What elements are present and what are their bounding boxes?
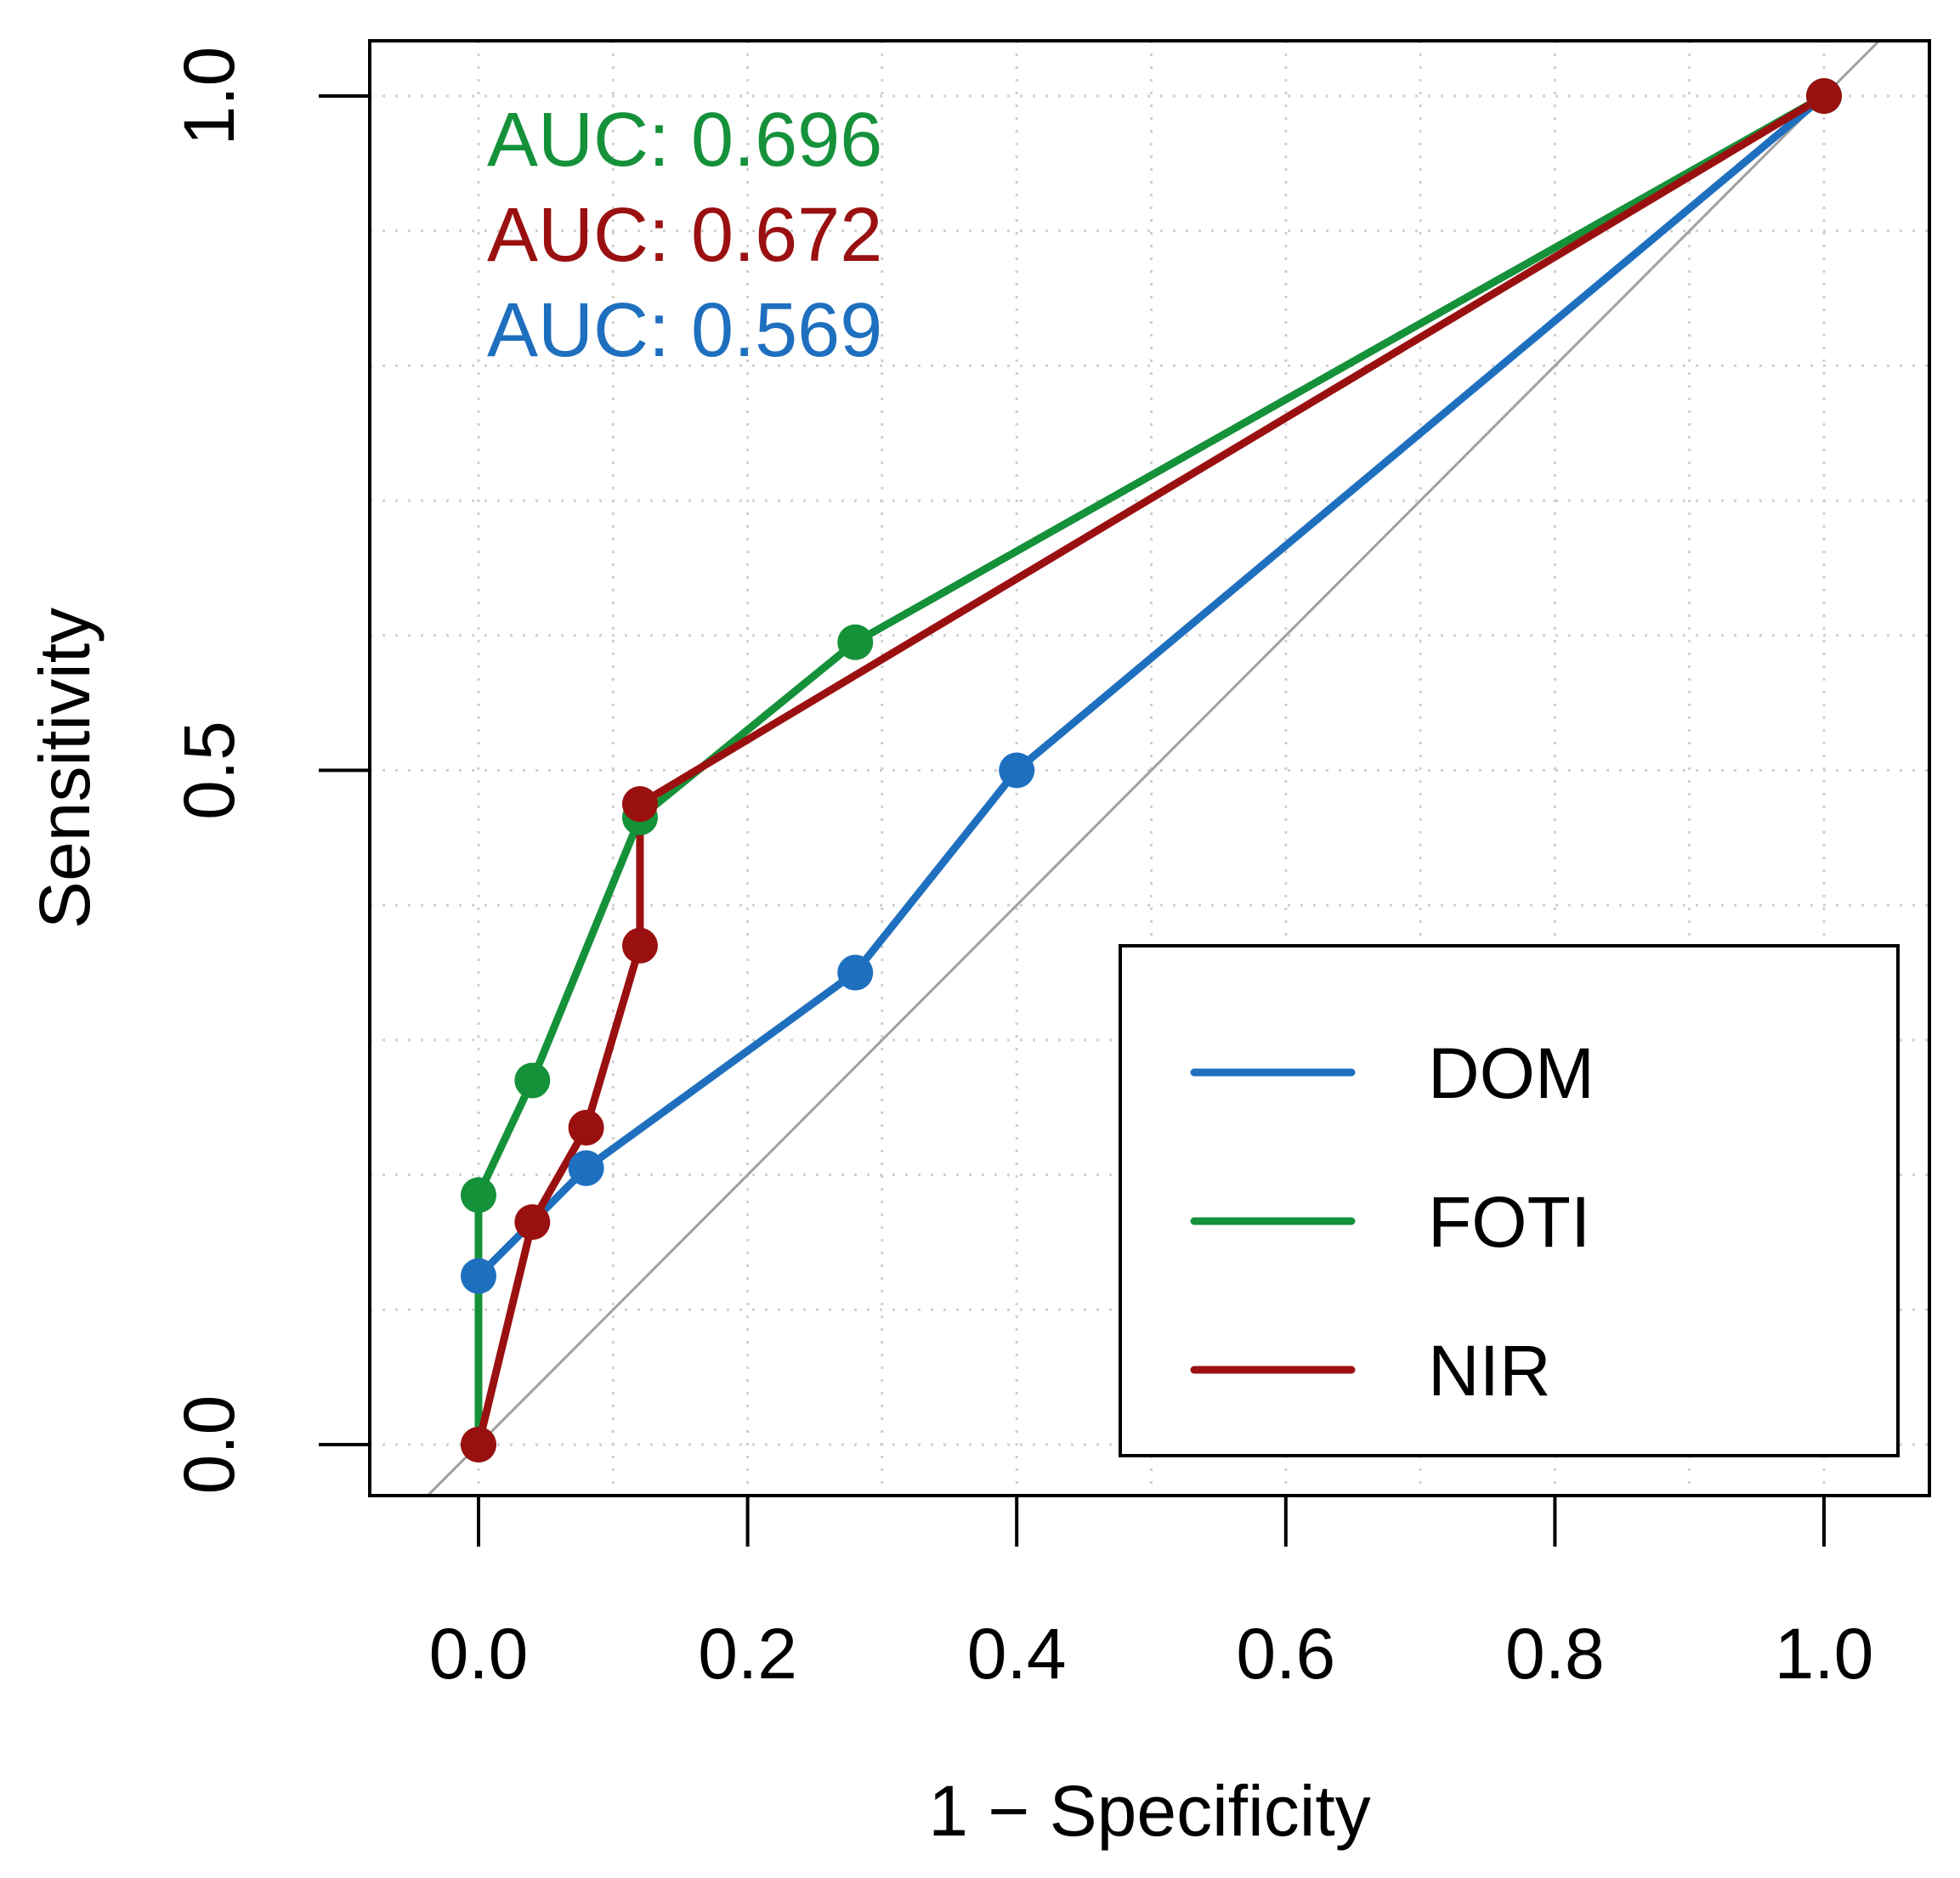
data-point-dom	[461, 1258, 496, 1294]
data-point-dom	[837, 954, 874, 991]
data-point-foti	[837, 624, 874, 660]
data-point-foti	[514, 1062, 551, 1099]
legend-label-nir: NIR	[1428, 1331, 1551, 1411]
x-axis: 0.0 0.2 0.4 0.6 0.8 1.0	[429, 1494, 1874, 1694]
auc-label-foti: AUC: 0.696	[487, 98, 882, 183]
auc-label-dom: AUC: 0.569	[487, 288, 882, 373]
y-tick-label: 0.0	[169, 1395, 249, 1495]
legend-label-dom: DOM	[1428, 1033, 1595, 1113]
data-point-foti	[461, 1177, 496, 1213]
x-axis-title: 1 − Specificity	[928, 1771, 1371, 1851]
y-tick-label: 0.5	[169, 721, 249, 820]
data-point-nir	[514, 1204, 551, 1241]
x-tick-label: 0.8	[1505, 1614, 1605, 1694]
series-line-foti	[474, 92, 1828, 1449]
x-tick-label: 1.0	[1775, 1614, 1874, 1694]
x-tick-label: 0.2	[698, 1614, 797, 1694]
y-tick-label: 1.0	[169, 47, 249, 146]
series-line-nir	[474, 92, 1828, 1449]
data-point-dom	[999, 752, 1035, 789]
data-point-nir	[621, 786, 658, 823]
data-point-dom	[568, 1150, 604, 1186]
legend-label-foti: FOTI	[1428, 1182, 1590, 1262]
data-point-nir	[1806, 78, 1842, 114]
auc-label-nir: AUC: 0.672	[487, 193, 882, 278]
y-axis-title: Sensitivity	[25, 608, 105, 929]
x-tick-label: 0.6	[1236, 1614, 1335, 1694]
series-points	[461, 78, 1842, 1462]
data-point-nir	[568, 1110, 604, 1146]
x-tick-label: 0.4	[967, 1614, 1067, 1694]
data-point-nir	[621, 927, 658, 964]
x-tick-label: 0.0	[429, 1614, 529, 1694]
auc-labels: AUC: 0.696 AUC: 0.672 AUC: 0.569	[487, 98, 882, 373]
reference-diagonal-line	[427, 39, 1880, 1497]
y-axis: 0.0 0.5 1.0	[169, 47, 371, 1495]
legend: DOM FOTI NIR	[1119, 944, 1900, 1457]
data-point-nir	[461, 1427, 496, 1462]
